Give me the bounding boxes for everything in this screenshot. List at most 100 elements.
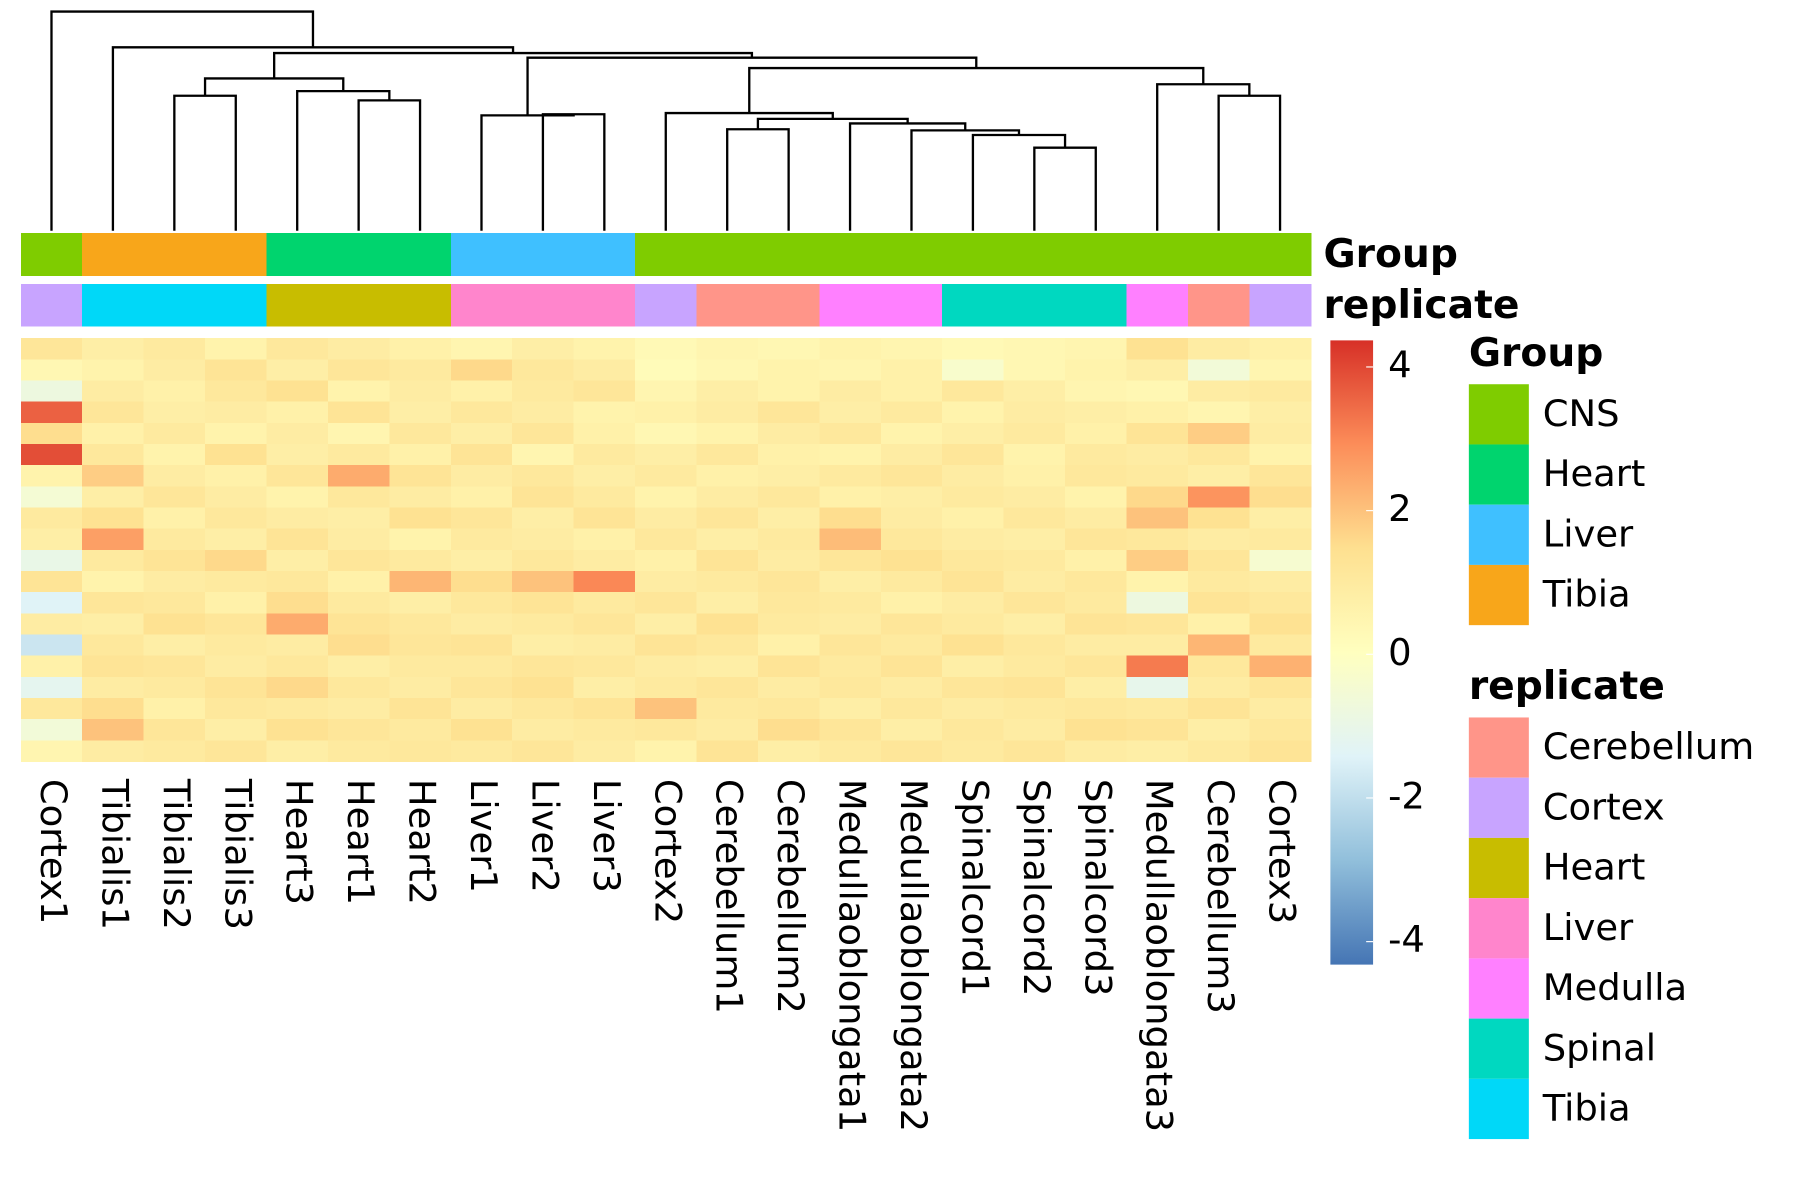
heatmap-cell	[512, 528, 575, 551]
dendrogram-branch	[296, 89, 391, 231]
legend-label: Cortex	[1543, 785, 1665, 828]
heatmap-cell	[1249, 401, 1312, 424]
heatmap-cell	[327, 719, 390, 741]
annotation-cell	[512, 283, 575, 327]
heatmap-cell	[82, 486, 145, 509]
heatmap-cell	[327, 655, 390, 678]
legend-label: Liver	[1543, 512, 1634, 555]
annotation-cell	[573, 283, 636, 327]
heatmap-cell	[696, 359, 759, 381]
heatmap-cell	[82, 655, 145, 678]
heatmap-cell	[635, 549, 698, 572]
heatmap-cell	[942, 698, 1005, 720]
column-label: Spinalcord1	[953, 779, 996, 997]
heatmap-cell	[635, 740, 698, 763]
heatmap-cell	[880, 719, 943, 741]
heatmap-cell	[389, 486, 452, 509]
heatmap-cell	[389, 634, 452, 657]
heatmap-cell	[1126, 698, 1189, 720]
heatmap-cell	[1249, 719, 1312, 741]
heatmap-cell	[512, 719, 575, 741]
heatmap-cell	[819, 676, 882, 699]
legend-label: CNS	[1543, 392, 1620, 435]
heatmap-cell	[757, 592, 820, 614]
heatmap-cell	[1249, 422, 1312, 445]
annotation-cell	[143, 233, 206, 276]
legend-swatch	[1468, 717, 1529, 778]
heatmap-cell	[1249, 698, 1312, 720]
heatmap-cell	[82, 338, 145, 360]
column-label: Spinalcord3	[1076, 779, 1119, 997]
heatmap-cell	[573, 507, 636, 530]
column-label: Heart2	[401, 779, 444, 905]
heatmap-cell	[20, 740, 83, 763]
heatmap-cell	[1187, 380, 1250, 403]
annotation-cell	[1065, 233, 1128, 276]
heatmap-cell	[696, 676, 759, 699]
column-label: Heart1	[339, 779, 382, 905]
heatmap-cell	[205, 613, 268, 636]
heatmap-cell	[1065, 719, 1128, 741]
heatmap-cell	[327, 380, 390, 403]
heatmap-cell	[20, 528, 83, 551]
annotation-cell	[635, 233, 698, 276]
dendrogram-branch	[50, 10, 315, 231]
heatmap-cell	[143, 655, 206, 678]
heatmap-cell	[20, 570, 83, 593]
heatmap-cell	[266, 655, 329, 678]
dendrogram-branch	[357, 99, 422, 231]
heatmap-cell	[1126, 613, 1189, 636]
heatmap-cell	[205, 465, 268, 487]
heatmap-cell	[143, 719, 206, 741]
heatmap-cell	[1126, 570, 1189, 593]
heatmap-cell	[1003, 380, 1066, 403]
heatmap-cell	[389, 698, 452, 720]
heatmap-cell	[635, 570, 698, 593]
heatmap-cell	[1065, 655, 1128, 678]
heatmap-cell	[880, 549, 943, 572]
heatmap-cell	[696, 634, 759, 657]
heatmap-cell	[20, 613, 83, 636]
heatmap-cell	[389, 359, 452, 381]
heatmap-cell	[143, 549, 206, 572]
heatmap-cell	[696, 719, 759, 741]
column-label: Tibialis3	[216, 778, 259, 930]
heatmap-cell	[1003, 507, 1066, 530]
legend-swatch	[1468, 504, 1529, 565]
column-label: Cortex3	[1261, 779, 1304, 924]
heatmap-cell	[205, 634, 268, 657]
colorbar-tick-label: 4	[1388, 343, 1411, 386]
heatmap-cell	[205, 570, 268, 593]
heatmap-cell	[635, 380, 698, 403]
annotation-cell	[266, 233, 329, 276]
heatmap-cell	[266, 570, 329, 593]
heatmap-cell	[757, 422, 820, 445]
heatmap-cell	[512, 634, 575, 657]
heatmap-cell	[266, 422, 329, 445]
legend-label: Heart	[1543, 846, 1646, 889]
heatmap-cell	[1003, 592, 1066, 614]
heatmap-cell	[942, 338, 1005, 360]
heatmap-cell	[1065, 486, 1128, 509]
legend-swatch	[1468, 777, 1529, 838]
heatmap-cell	[1187, 465, 1250, 487]
heatmap-cell	[696, 443, 759, 466]
heatmap-cell	[757, 698, 820, 720]
heatmap-cell	[635, 655, 698, 678]
annotation-cell	[266, 283, 329, 327]
heatmap-cell	[20, 465, 83, 487]
heatmap-cell	[450, 549, 513, 572]
heatmap-cell	[327, 549, 390, 572]
heatmap-cell	[327, 634, 390, 657]
annotation-cell	[880, 233, 943, 276]
annotation-cell	[1249, 283, 1312, 327]
heatmap-cell	[942, 740, 1005, 763]
heatmap-cell	[573, 719, 636, 741]
heatmap-cell	[1187, 698, 1250, 720]
heatmap-cell	[942, 719, 1005, 741]
heatmap-cell	[942, 613, 1005, 636]
heatmap-cell	[880, 613, 943, 636]
heatmap-cell	[1003, 401, 1066, 424]
heatmap-cell	[143, 507, 206, 530]
heatmap-cell	[696, 465, 759, 487]
